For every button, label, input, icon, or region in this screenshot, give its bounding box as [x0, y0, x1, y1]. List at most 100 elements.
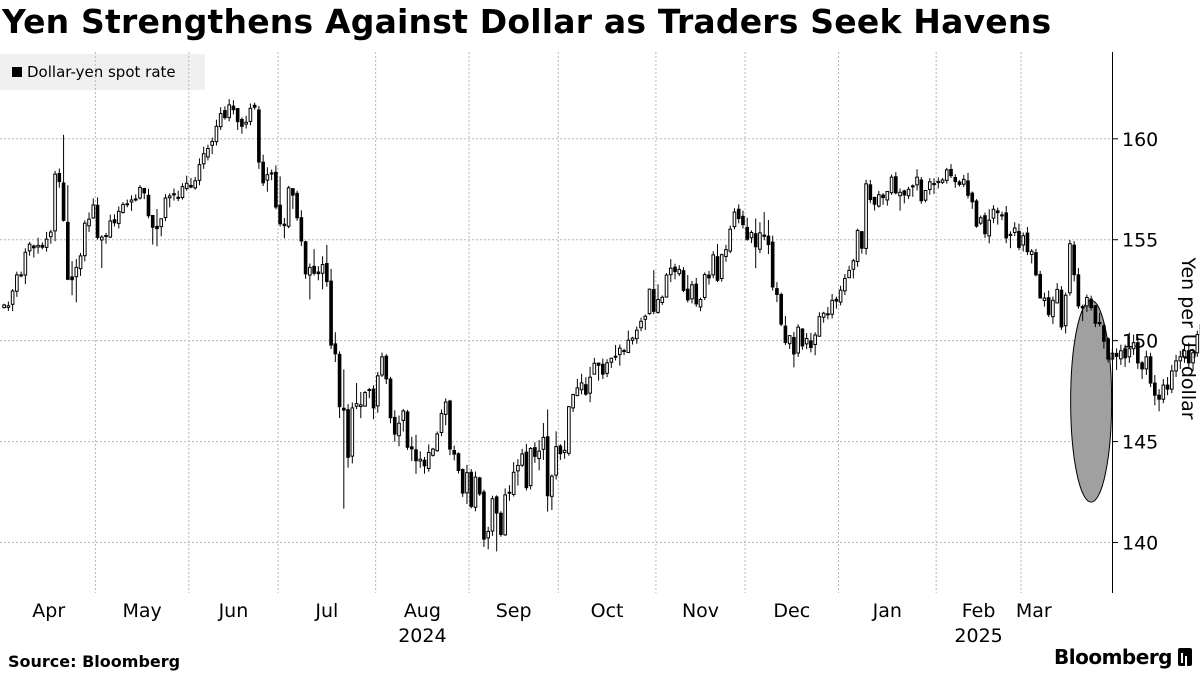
candle: [405, 409, 410, 450]
candle-body: [10, 290, 15, 305]
candle: [864, 179, 868, 255]
candle: [690, 280, 694, 304]
candle: [1034, 248, 1038, 277]
candle: [112, 214, 117, 227]
candle-body: [32, 245, 36, 249]
candle: [647, 288, 652, 315]
candle: [927, 178, 932, 195]
candle-body: [214, 125, 219, 143]
candle: [537, 439, 541, 471]
candle: [189, 177, 193, 189]
candle-body: [469, 471, 474, 507]
candle: [409, 436, 414, 461]
candle-body: [520, 453, 524, 466]
candle-body: [664, 274, 669, 298]
candle: [694, 277, 699, 307]
candle-body: [1059, 289, 1064, 328]
candle: [1004, 206, 1009, 244]
candle-body: [1025, 232, 1030, 253]
candle-body: [554, 446, 558, 476]
candle-body: [1131, 342, 1136, 350]
candle-body: [877, 194, 881, 207]
candle: [176, 190, 181, 202]
candle: [838, 285, 843, 306]
candle: [902, 189, 907, 204]
candle-body: [146, 194, 151, 217]
candle: [545, 409, 550, 512]
candle: [6, 301, 11, 311]
candle: [82, 220, 87, 262]
candle-body: [719, 254, 724, 279]
candle-body: [1102, 325, 1106, 342]
candle-body: [813, 334, 817, 346]
candle: [944, 167, 949, 184]
candle: [99, 235, 104, 268]
candle-body: [872, 196, 877, 205]
candle-body: [1068, 243, 1072, 294]
candle-body: [265, 174, 270, 181]
candle: [1025, 227, 1030, 256]
candle: [1029, 249, 1034, 264]
candle: [218, 107, 223, 130]
candle: [673, 263, 677, 280]
candle-body: [1029, 250, 1034, 255]
candle-body: [906, 188, 911, 197]
candle: [19, 271, 23, 278]
candle: [677, 265, 682, 277]
candle: [1072, 241, 1076, 282]
candle: [201, 146, 206, 169]
candle-body: [792, 336, 796, 355]
candle: [626, 330, 631, 354]
candle: [516, 459, 520, 486]
candle: [354, 383, 359, 410]
candle: [312, 249, 316, 276]
candle-body: [138, 186, 142, 199]
candle-body: [1136, 342, 1140, 364]
candle: [1153, 374, 1157, 406]
candle: [499, 511, 503, 537]
candle: [970, 191, 975, 209]
candle: [91, 198, 96, 219]
candle: [397, 415, 401, 447]
candle: [358, 391, 363, 419]
candle-body: [617, 347, 622, 356]
candle-body: [121, 203, 125, 213]
candle: [877, 190, 881, 208]
candle-body: [1157, 394, 1161, 400]
candle: [936, 177, 941, 189]
candle-body: [987, 219, 992, 237]
candle: [702, 272, 707, 301]
candle: [36, 237, 40, 254]
candle-body: [923, 189, 928, 201]
candle-body: [27, 243, 32, 252]
candle: [469, 469, 474, 509]
candle-body: [87, 218, 91, 227]
candle: [2, 303, 6, 309]
candle: [987, 209, 992, 244]
candle-body: [235, 108, 240, 123]
candle-body: [460, 468, 465, 494]
candle: [724, 244, 728, 262]
candle-body: [1051, 299, 1055, 318]
candle-body: [452, 449, 457, 455]
candle: [1119, 344, 1123, 365]
candle-body: [49, 231, 53, 238]
candle-body: [643, 315, 648, 320]
candle: [860, 231, 864, 254]
candle-body: [299, 217, 304, 242]
candle: [116, 206, 121, 229]
candle-body: [133, 198, 138, 201]
candle-body: [630, 337, 635, 341]
candle-body: [868, 184, 873, 201]
candle: [868, 179, 873, 204]
y-tick-label: 155: [1122, 230, 1158, 252]
candle-body: [295, 192, 299, 219]
candle: [375, 371, 380, 413]
candle: [910, 184, 915, 197]
candle-body: [159, 218, 164, 228]
y-tick-label: 160: [1122, 129, 1158, 151]
candle: [660, 295, 665, 305]
candle: [1076, 267, 1081, 309]
candle: [367, 387, 372, 399]
candle: [316, 266, 321, 281]
